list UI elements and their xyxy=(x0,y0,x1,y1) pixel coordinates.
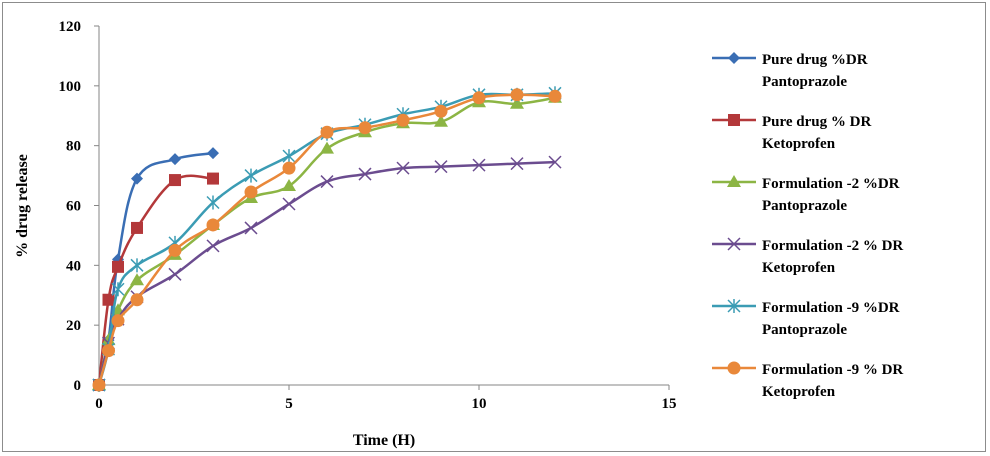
data-point xyxy=(510,157,524,171)
legend-label: Formulation -2 % DR xyxy=(762,238,903,254)
data-point xyxy=(320,141,334,154)
data-point xyxy=(92,378,106,392)
data-point xyxy=(548,89,562,103)
data-point xyxy=(131,172,143,185)
legend-item-2: Formulation -2 %DR Pantoprazole xyxy=(712,175,900,214)
legend-marker xyxy=(727,175,741,187)
series-5 xyxy=(92,88,562,392)
legend-item-3: Formulation -2 % DR Ketoprofen xyxy=(712,237,903,276)
legend-label: Pantoprazole xyxy=(762,74,847,90)
data-point xyxy=(169,153,181,166)
legend-label: Pure drug % DR xyxy=(762,114,871,130)
legend-label: Ketoprofen xyxy=(762,384,836,400)
legend-item-5: Formulation -9 % DR Ketoprofen xyxy=(712,361,903,400)
legend: Pure drug %DR Pantoprazole Pure drug % DR K… xyxy=(712,52,903,400)
data-point xyxy=(207,172,219,185)
data-point xyxy=(244,168,258,183)
legend-marker xyxy=(728,114,740,126)
data-point xyxy=(434,104,448,118)
series-layer xyxy=(92,86,562,392)
legend-label: Ketoprofen xyxy=(762,136,836,152)
x-tick-label: 0 xyxy=(95,396,103,412)
data-point xyxy=(244,185,258,199)
legend-label: Pantoprazole xyxy=(762,198,847,214)
data-point xyxy=(130,273,144,286)
data-point xyxy=(206,195,220,210)
data-point xyxy=(206,239,220,253)
data-point xyxy=(102,344,115,358)
legend-item-0: Pure drug %DR Pantoprazole xyxy=(712,52,868,90)
data-point xyxy=(434,114,448,127)
legend-marker xyxy=(727,361,741,375)
data-point xyxy=(434,160,448,174)
legend-marker xyxy=(727,299,741,313)
data-point xyxy=(112,260,124,273)
x-tick-label: 5 xyxy=(285,396,293,412)
data-point xyxy=(282,161,296,175)
legend-label: Ketoprofen xyxy=(762,260,836,276)
data-point xyxy=(244,221,258,235)
legend-marker xyxy=(728,52,740,64)
y-tick-label: 120 xyxy=(59,19,82,35)
data-point xyxy=(548,155,562,169)
data-point xyxy=(358,121,372,135)
data-point xyxy=(510,88,524,102)
legend-label: Formulation -2 %DR xyxy=(762,176,900,192)
data-point xyxy=(472,91,486,105)
data-point xyxy=(111,282,125,297)
data-point xyxy=(130,258,144,273)
data-point xyxy=(168,243,182,257)
data-point xyxy=(396,113,410,127)
legend-marker xyxy=(727,237,741,251)
legend-label: Pantoprazole xyxy=(762,322,847,338)
x-axis-title: Time (H) xyxy=(353,432,415,449)
data-point xyxy=(320,125,334,139)
x-tick-label: 15 xyxy=(662,396,677,412)
data-point xyxy=(282,197,296,211)
data-point xyxy=(102,293,115,306)
y-tick-label: 40 xyxy=(66,258,81,274)
y-tick-label: 100 xyxy=(59,79,82,95)
series-1 xyxy=(93,172,219,391)
x-tick-label: 10 xyxy=(472,396,487,412)
series-line xyxy=(97,160,556,386)
y-tick-label: 60 xyxy=(66,199,81,215)
data-point xyxy=(472,158,486,172)
y-tick-label: 20 xyxy=(66,318,81,334)
data-point xyxy=(510,96,524,109)
data-point xyxy=(282,179,296,192)
y-axis-title: % drug release xyxy=(14,154,31,258)
data-point xyxy=(130,293,144,307)
y-tick-label: 80 xyxy=(66,139,81,155)
data-point xyxy=(207,147,219,160)
data-point xyxy=(282,149,296,164)
data-point xyxy=(396,161,410,175)
y-tick-label: 0 xyxy=(74,378,82,394)
data-point xyxy=(206,218,220,232)
legend-label: Pure drug %DR xyxy=(762,52,868,68)
legend-item-4: Formulation -9 %DR Pantoprazole xyxy=(712,299,900,338)
data-point xyxy=(358,167,372,181)
legend-label: Formulation -9 % DR xyxy=(762,362,903,378)
legend-item-1: Pure drug % DR Ketoprofen xyxy=(712,114,871,152)
series-line xyxy=(97,96,556,386)
data-point xyxy=(320,175,334,189)
data-point xyxy=(131,221,143,234)
axes: 0 20 40 60 80 100 120 0 5 10 15 xyxy=(59,19,677,412)
data-point xyxy=(168,267,182,281)
legend-label: Formulation -9 %DR xyxy=(762,300,900,316)
data-point xyxy=(169,174,181,187)
data-point xyxy=(111,314,125,328)
